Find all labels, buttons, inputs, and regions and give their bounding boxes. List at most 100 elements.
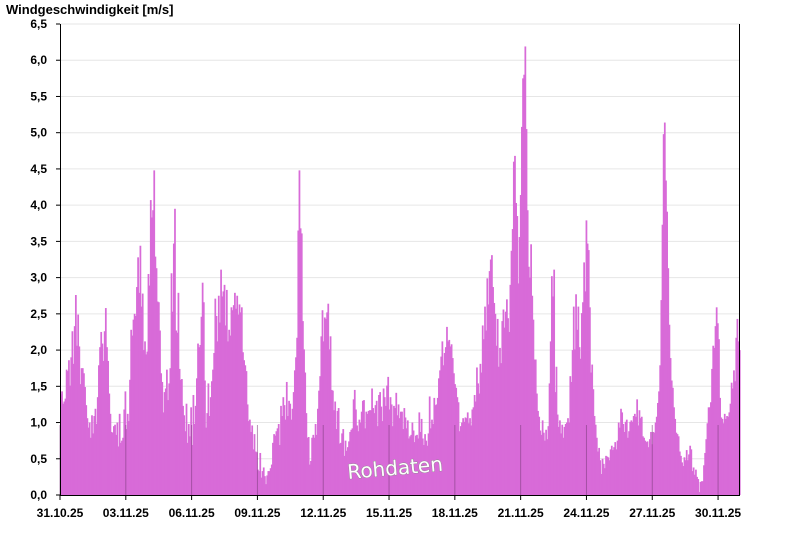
bar bbox=[153, 170, 156, 495]
bar bbox=[453, 373, 455, 495]
bar bbox=[197, 343, 199, 495]
bar bbox=[569, 376, 572, 495]
bar bbox=[101, 343, 104, 495]
bar bbox=[94, 408, 97, 495]
bar bbox=[194, 405, 197, 495]
bar bbox=[64, 398, 67, 495]
bar bbox=[735, 337, 738, 495]
bar bbox=[340, 442, 342, 495]
bar bbox=[654, 422, 657, 495]
bar bbox=[274, 435, 277, 495]
bar bbox=[501, 321, 504, 495]
bar bbox=[540, 434, 543, 495]
bar bbox=[653, 432, 656, 495]
bar bbox=[262, 467, 265, 495]
bar bbox=[468, 423, 470, 495]
bar bbox=[332, 390, 334, 495]
bar bbox=[690, 449, 693, 495]
bar bbox=[477, 383, 479, 495]
bar bbox=[327, 303, 330, 495]
bar bbox=[459, 426, 462, 495]
bar bbox=[689, 445, 692, 495]
bar bbox=[457, 402, 460, 495]
bar bbox=[119, 442, 122, 495]
bar bbox=[236, 295, 239, 495]
bar bbox=[110, 431, 113, 495]
bar bbox=[733, 370, 735, 495]
bar-series bbox=[59, 46, 741, 496]
bar bbox=[335, 429, 338, 495]
bar bbox=[482, 339, 485, 495]
y-tick-label: 3,5 bbox=[30, 234, 47, 248]
bar bbox=[605, 455, 607, 495]
bar bbox=[117, 446, 120, 495]
bar bbox=[536, 393, 538, 495]
bar bbox=[355, 409, 357, 495]
bar bbox=[449, 346, 452, 495]
bar bbox=[252, 449, 255, 495]
bar bbox=[523, 74, 526, 495]
bar bbox=[244, 365, 247, 495]
bar bbox=[613, 447, 615, 495]
y-tick-label: 4,0 bbox=[30, 198, 47, 212]
bar bbox=[202, 302, 205, 495]
bar bbox=[186, 442, 189, 495]
bar bbox=[108, 393, 111, 495]
bar bbox=[268, 471, 271, 495]
bar bbox=[287, 416, 289, 495]
bar bbox=[686, 460, 689, 495]
bar bbox=[257, 469, 259, 495]
bar bbox=[367, 410, 370, 495]
bar bbox=[103, 331, 106, 495]
y-tick-label: 0,0 bbox=[30, 488, 47, 502]
bar bbox=[219, 322, 221, 495]
bar bbox=[622, 423, 625, 495]
bar bbox=[638, 410, 641, 495]
bar bbox=[213, 352, 216, 495]
bar bbox=[330, 389, 333, 495]
bar bbox=[380, 406, 383, 495]
bar bbox=[114, 424, 116, 495]
bar bbox=[258, 471, 260, 495]
bar bbox=[663, 122, 666, 496]
bar bbox=[344, 440, 347, 495]
bar bbox=[478, 393, 481, 495]
bar bbox=[659, 365, 662, 495]
bar bbox=[597, 451, 599, 495]
bar bbox=[160, 373, 163, 495]
bar bbox=[680, 455, 682, 495]
bar bbox=[411, 422, 414, 495]
bar bbox=[107, 360, 109, 495]
axes bbox=[60, 24, 740, 496]
bar bbox=[400, 411, 402, 495]
bar bbox=[545, 429, 547, 495]
bar bbox=[413, 442, 416, 495]
bar bbox=[178, 368, 181, 495]
bar bbox=[177, 292, 180, 495]
bar bbox=[375, 400, 378, 495]
bar bbox=[122, 437, 124, 495]
bar bbox=[227, 341, 229, 495]
bar bbox=[308, 464, 311, 495]
bar bbox=[185, 403, 188, 495]
bar bbox=[131, 335, 134, 495]
bar bbox=[682, 466, 685, 495]
bar bbox=[643, 437, 645, 495]
y-tick-label: 4,5 bbox=[30, 162, 47, 176]
bar bbox=[125, 429, 128, 495]
bar bbox=[469, 418, 471, 495]
bar bbox=[692, 467, 695, 495]
bar bbox=[729, 403, 732, 495]
bar bbox=[443, 352, 446, 495]
bar bbox=[487, 304, 490, 495]
bar bbox=[296, 337, 299, 495]
bar bbox=[323, 317, 326, 495]
bar bbox=[684, 460, 687, 495]
bar bbox=[708, 407, 711, 495]
bar bbox=[303, 349, 305, 495]
bar bbox=[570, 381, 573, 495]
bar bbox=[72, 363, 75, 495]
bar bbox=[280, 405, 282, 495]
bar bbox=[424, 434, 426, 495]
bar bbox=[111, 432, 114, 495]
